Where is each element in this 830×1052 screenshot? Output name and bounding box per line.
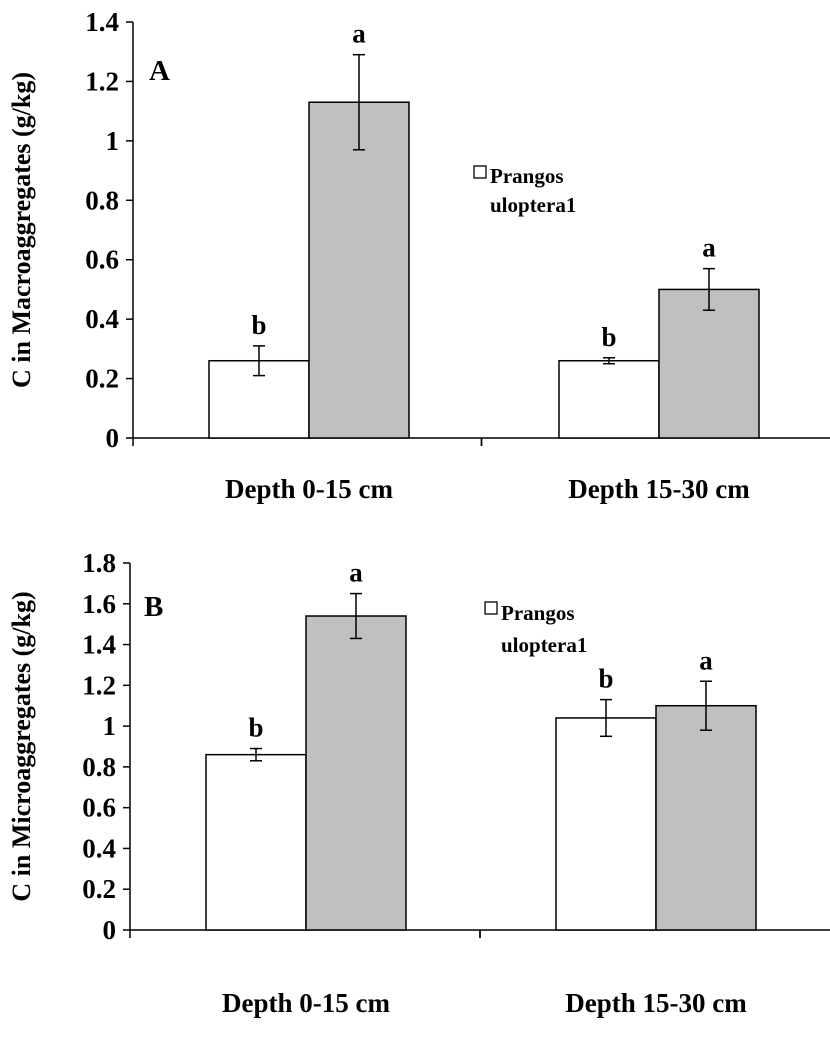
y-axis-title: C in Macroaggregates (g/kg) xyxy=(7,72,36,388)
x-category-label: Depth 15-30 cm xyxy=(565,988,747,1018)
legend-label-line1: Prangos xyxy=(501,601,575,625)
legend-label-line2: uloptera1 xyxy=(490,193,576,217)
legend: Prangos uloptera1 xyxy=(484,601,587,657)
y-tick-label: 0 xyxy=(103,915,117,945)
bar xyxy=(655,704,757,931)
legend-label-line2: uloptera1 xyxy=(501,633,587,657)
y-tick-label: 1 xyxy=(106,126,120,156)
y-tick-label: 1.2 xyxy=(85,66,119,96)
y-tick-label: 0.6 xyxy=(82,793,116,823)
y-tick-label: 0.4 xyxy=(85,304,119,334)
x-category-label: Depth 15-30 cm xyxy=(568,474,750,504)
x-category-label: Depth 0-15 cm xyxy=(225,474,393,504)
y-tick-label: 1.4 xyxy=(85,7,119,37)
y-tick-label: 0.4 xyxy=(82,833,116,863)
bar xyxy=(555,717,657,931)
significance-label: b xyxy=(598,664,613,694)
significance-label: b xyxy=(251,310,266,340)
y-tick-label: 0.2 xyxy=(82,874,116,904)
bar xyxy=(658,288,760,439)
significance-label: b xyxy=(601,322,616,352)
y-tick-label: 1 xyxy=(103,711,117,741)
significance-label: a xyxy=(352,19,366,49)
y-tick-label: 1.8 xyxy=(82,548,116,578)
bar xyxy=(305,615,407,931)
legend-label-line1: Prangos xyxy=(490,164,564,188)
x-category-label: Depth 0-15 cm xyxy=(222,988,390,1018)
bar xyxy=(558,359,660,439)
y-tick-label: 1.4 xyxy=(82,630,116,660)
significance-label: a xyxy=(702,233,716,263)
legend: Prangos uloptera1 xyxy=(473,164,576,217)
y-tick-label: 0.6 xyxy=(85,245,119,275)
panel-label: B xyxy=(144,591,163,623)
y-tick-label: 0.2 xyxy=(85,364,119,394)
significance-label: a xyxy=(349,558,363,588)
chart-b: 0 0.2 0.4 0.6 0.8 1 1.2 1.4 1.6 1.8 b a Depth 0-15 c… xyxy=(7,548,830,1018)
panel-label: A xyxy=(149,55,170,87)
y-axis-title: C in Microaggregates (g/kg) xyxy=(7,591,36,901)
bar xyxy=(308,101,410,439)
y-tick-label: 0.8 xyxy=(85,185,119,215)
legend-swatch xyxy=(484,601,498,615)
significance-label: a xyxy=(699,645,713,675)
y-tick-label: 1.6 xyxy=(82,589,116,619)
bar xyxy=(205,753,307,931)
y-tick-label: 0 xyxy=(106,423,120,453)
y-tick-label: 1.2 xyxy=(82,670,116,700)
legend-swatch xyxy=(473,165,487,179)
chart-a: 0 0.2 0.4 0.6 0.8 1 1.2 1.4 b a Depth 0-15 cm b a Dep… xyxy=(7,7,830,504)
y-tick-label: 0.8 xyxy=(82,752,116,782)
significance-label: b xyxy=(248,713,263,743)
